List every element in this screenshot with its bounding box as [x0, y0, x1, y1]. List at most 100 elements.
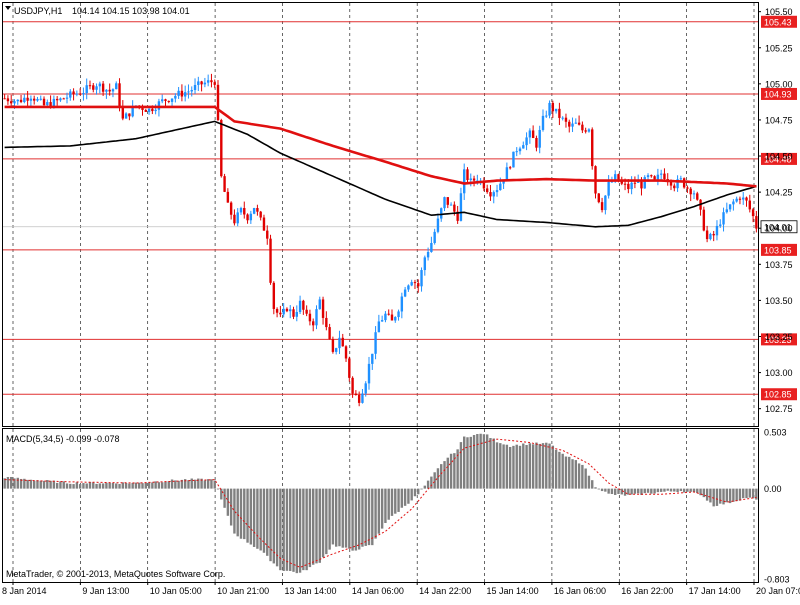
macd-histogram-bar: [69, 483, 72, 489]
macd-histogram-bar: [351, 488, 354, 551]
candle-bear: [653, 176, 656, 180]
candle-bear: [118, 83, 121, 107]
candle-bull: [282, 308, 285, 315]
macd-histogram-bar: [315, 488, 318, 564]
macd-histogram-bar: [426, 480, 430, 489]
macd-histogram-bar: [98, 483, 102, 489]
macd-histogram-bar: [65, 483, 69, 489]
candle-bear: [259, 211, 262, 218]
macd-histogram-bar: [246, 488, 249, 543]
macd-histogram-bar: [13, 478, 16, 489]
macd-histogram-bar: [78, 484, 82, 489]
macd-histogram-bar: [630, 488, 633, 495]
macd-histogram-bar: [541, 443, 545, 489]
candle-bear: [246, 214, 249, 221]
ma-fast-line: [4, 105, 757, 188]
macd-histogram-bar: [722, 488, 725, 505]
candle-bull: [656, 174, 660, 180]
candle-bear: [272, 282, 276, 309]
candle-bull: [361, 393, 364, 403]
macd-histogram-bar: [223, 488, 226, 508]
price-pane[interactable]: [2, 2, 759, 427]
macd-histogram-bar: [200, 478, 203, 489]
candle-bull: [75, 93, 79, 95]
macd-histogram-bar: [492, 438, 495, 489]
price-axis-label: 103.50: [765, 296, 793, 306]
macd-histogram-bar: [548, 443, 551, 489]
macd-histogram-bar: [193, 479, 197, 489]
macd-histogram-bar: [161, 482, 164, 489]
candle-bull: [131, 106, 134, 117]
candle-bull: [190, 89, 193, 92]
macd-histogram-bar: [23, 478, 26, 489]
candle-bull: [715, 225, 719, 236]
price-axis-label: 102.75: [765, 404, 793, 414]
candle-bull: [318, 299, 321, 310]
macd-histogram-bar: [341, 488, 344, 548]
candle-bull: [236, 212, 239, 224]
macd-pane[interactable]: [2, 428, 759, 583]
macd-histogram-bar: [111, 483, 115, 489]
macd-histogram-bar: [725, 488, 729, 503]
macd-histogram-bar: [627, 488, 630, 495]
macd-histogram-bar: [564, 456, 568, 489]
candle-bear: [485, 188, 489, 193]
candle-bear: [144, 110, 147, 112]
macd-histogram-bar: [72, 484, 75, 489]
candle-bull: [561, 117, 564, 119]
candle-bull: [374, 332, 377, 354]
candle-bull: [23, 97, 26, 103]
candle-bear: [279, 312, 282, 315]
macd-histogram-bar: [636, 488, 640, 494]
candle-bear: [751, 209, 755, 217]
macd-histogram-bar: [141, 483, 144, 489]
time-axis-label: 9 Jan 13:00: [82, 586, 129, 596]
candle-bull: [59, 98, 62, 101]
candle-bear: [577, 122, 581, 125]
candle-bull: [492, 192, 495, 197]
triangle-down-icon[interactable]: [5, 6, 11, 10]
macd-histogram-bar: [705, 488, 709, 501]
macd-histogram-bar: [719, 488, 722, 504]
macd-histogram-bar: [558, 451, 561, 489]
time-axis-label: 15 Jan 14:00: [487, 586, 539, 596]
macd-axis-label: -0.803: [764, 574, 790, 584]
macd-histogram-bar: [482, 434, 486, 489]
price-axis-label: 103.25: [765, 332, 793, 342]
macd-histogram-bar: [134, 482, 138, 489]
candle-bull: [46, 102, 49, 106]
macd-histogram-bar: [318, 488, 321, 563]
level-label-bg: [761, 152, 797, 165]
candle-bear: [312, 321, 315, 326]
macd-histogram-bar: [604, 488, 607, 492]
candle-bull: [436, 218, 440, 232]
candle-bull: [13, 101, 16, 104]
macd-histogram-bar: [128, 483, 131, 489]
macd-histogram-bar: [177, 480, 180, 489]
macd-histogram-bar: [174, 480, 177, 489]
candle-bear: [285, 308, 289, 312]
candle-bull: [367, 363, 371, 384]
candle-bear: [669, 180, 673, 186]
candle-bear: [266, 230, 269, 239]
candle-bear: [72, 91, 75, 95]
time-axis-label: 16 Jan 22:00: [621, 586, 673, 596]
macd-histogram-bar: [525, 445, 528, 489]
candle-bear: [128, 113, 131, 117]
macd-histogram-bar: [285, 488, 289, 571]
candle-bull: [692, 193, 696, 195]
macd-histogram-bar: [673, 488, 676, 492]
candle-bear: [344, 346, 348, 359]
macd-histogram-bar: [229, 488, 233, 526]
macd-histogram-bar: [131, 482, 134, 489]
current-price-label: 104.01: [764, 222, 792, 232]
macd-histogram-bar: [167, 481, 170, 489]
candle-bear: [292, 309, 295, 317]
candle-bull: [679, 178, 683, 180]
macd-histogram-bar: [157, 482, 161, 489]
macd-histogram-bar: [151, 482, 154, 489]
candle-bear: [712, 233, 715, 236]
macd-histogram-bar: [397, 488, 400, 512]
